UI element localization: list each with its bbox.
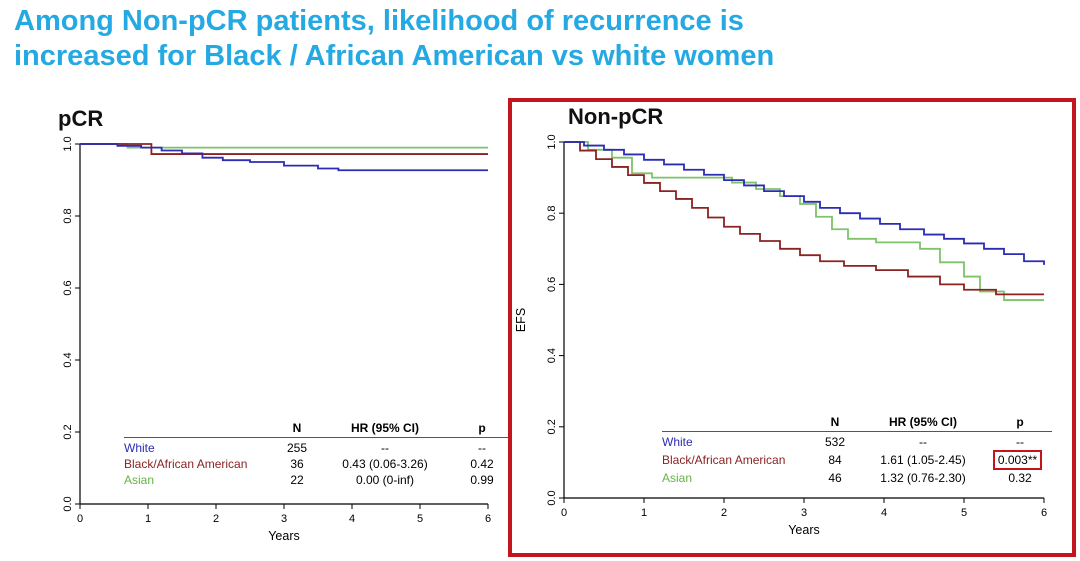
table-header-n: N (830, 415, 840, 429)
pcr-chart: 0 1 2 3 4 5 6 0.0 0.2 0.4 0.6 0.8 1.0 Years (62, 136, 491, 543)
table-header-hr: HR (95% CI) (350, 421, 419, 435)
row-n: 532 (824, 435, 846, 449)
table-header-n: N (292, 421, 302, 435)
page-title-line2: increased for Black / African American v… (14, 39, 775, 72)
row-n: 46 (828, 471, 842, 485)
table-row: White 532 -- -- (662, 434, 1052, 450)
table-header-p: p (1016, 415, 1024, 429)
svg-text:2: 2 (213, 513, 219, 525)
row-n: 84 (828, 453, 842, 467)
svg-text:Years: Years (788, 523, 820, 537)
non-pcr-panel: Non-pCR 0 1 2 3 4 5 6 0.0 0.2 0.4 0.6 0.8 1.0 Years EF… (508, 98, 1076, 557)
table-row: Asian 22 0.00 (0-inf) 0.99 (124, 472, 514, 488)
row-label-white: White (662, 435, 693, 449)
svg-text:6: 6 (485, 513, 491, 525)
svg-text:Years: Years (268, 529, 300, 543)
pcr-panel: pCR 0 1 2 3 4 5 6 0.0 0.2 0.4 0.6 0.8 1.0 Years N HR … (28, 104, 514, 556)
table-row: Black/African American 36 0.43 (0.06-3.2… (124, 456, 514, 472)
svg-text:0: 0 (77, 513, 83, 525)
svg-text:1.0: 1.0 (62, 136, 74, 151)
row-label-asian: Asian (124, 473, 155, 487)
row-p: 0.99 (470, 473, 494, 487)
non-pcr-table: N HR (95% CI) p White 532 -- -- Black/Af… (662, 414, 1052, 486)
page-title-line1: Among Non-pCR patients, likelihood of re… (14, 5, 744, 37)
svg-text:0.0: 0.0 (546, 490, 558, 505)
svg-text:3: 3 (801, 507, 807, 519)
pcr-table: N HR (95% CI) p White 255 -- -- Black/Af… (124, 420, 514, 488)
row-hr: -- (919, 435, 927, 449)
svg-text:5: 5 (417, 513, 423, 525)
row-p: 0.003** (988, 450, 1052, 470)
row-p: -- (1016, 435, 1024, 449)
svg-text:0.2: 0.2 (62, 424, 74, 439)
svg-text:4: 4 (349, 513, 355, 525)
svg-text:0.8: 0.8 (546, 206, 558, 221)
svg-text:4: 4 (881, 507, 887, 519)
svg-text:2: 2 (721, 507, 727, 519)
table-header-hr: HR (95% CI) (888, 415, 957, 429)
svg-text:1.0: 1.0 (546, 134, 558, 149)
svg-text:0: 0 (561, 507, 567, 519)
non-pcr-chart: 0 1 2 3 4 5 6 0.0 0.2 0.4 0.6 0.8 1.0 Years EFS (514, 134, 1047, 537)
table-row: White 255 -- -- (124, 440, 514, 456)
svg-text:0.2: 0.2 (546, 419, 558, 434)
table-header-row: N HR (95% CI) p (124, 420, 514, 438)
row-p: 0.42 (470, 457, 494, 471)
svg-text:EFS: EFS (514, 308, 528, 332)
svg-text:1: 1 (641, 507, 647, 519)
table-header-row: N HR (95% CI) p (662, 414, 1052, 432)
table-row: Asian 46 1.32 (0.76-2.30) 0.32 (662, 470, 1052, 486)
row-label-asian: Asian (662, 471, 693, 485)
svg-text:6: 6 (1041, 507, 1047, 519)
row-n: 36 (290, 457, 304, 471)
non-pcr-heading: Non-pCR (568, 104, 664, 129)
row-label-black-african-american: Black/African American (124, 457, 248, 471)
svg-text:0.6: 0.6 (546, 277, 558, 292)
svg-text:0.0: 0.0 (62, 496, 74, 511)
svg-text:1: 1 (145, 513, 151, 525)
row-label-black-african-american: Black/African American (662, 453, 786, 467)
page-title: Among Non-pCR patients, likelihood of re… (14, 4, 774, 74)
row-n: 22 (290, 473, 304, 487)
row-p: 0.32 (1008, 471, 1032, 485)
pcr-heading: pCR (58, 106, 104, 131)
table-row: Black/African American 84 1.61 (1.05-2.4… (662, 450, 1052, 470)
table-header-p: p (478, 421, 486, 435)
row-hr: 1.32 (0.76-2.30) (880, 471, 966, 485)
row-hr: 0.00 (0-inf) (355, 473, 415, 487)
svg-text:3: 3 (281, 513, 287, 525)
svg-text:0.6: 0.6 (62, 280, 74, 295)
row-n: 255 (286, 441, 308, 455)
row-hr: 0.43 (0.06-3.26) (342, 457, 428, 471)
svg-text:5: 5 (961, 507, 967, 519)
row-p: -- (478, 441, 486, 455)
significant-p-value-highlight: 0.003** (992, 450, 1043, 470)
svg-text:0.8: 0.8 (62, 208, 74, 223)
row-label-white: White (124, 441, 155, 455)
row-hr: 1.61 (1.05-2.45) (880, 453, 966, 467)
svg-text:0.4: 0.4 (546, 348, 558, 363)
svg-text:0.4: 0.4 (62, 352, 74, 367)
row-hr: -- (381, 441, 389, 455)
